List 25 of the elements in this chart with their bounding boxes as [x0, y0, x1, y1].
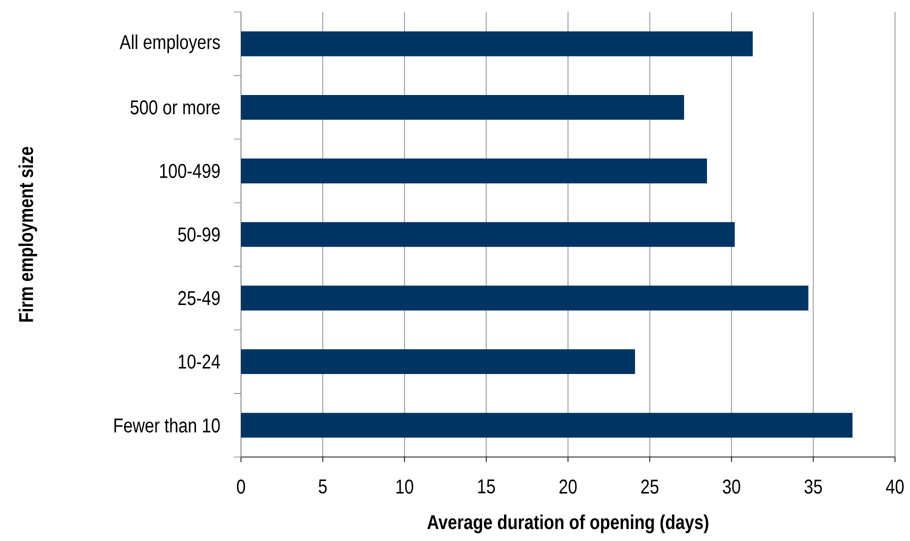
x-tick-label: 5 [318, 480, 327, 494]
y-tick-label: 500 or more [130, 100, 220, 114]
y-tick-label: 25-49 [178, 290, 220, 306]
x-tick-label: 35 [804, 480, 822, 494]
bar [241, 94, 684, 120]
bar [241, 222, 735, 247]
y-tick-label: 10-24 [178, 354, 220, 369]
x-tick-label: 0 [236, 480, 246, 494]
y-tick-label: All employers [120, 34, 220, 54]
y-axis-title: Firm employment size [18, 146, 38, 322]
bar [241, 412, 852, 438]
x-tick-label: 25 [641, 480, 658, 494]
y-tick-label: 100-499 [160, 164, 220, 178]
x-axis-title: Average duration of opening (days) [427, 514, 708, 534]
x-tick-label: 40 [886, 480, 904, 494]
bar [241, 349, 636, 374]
y-tick-label: Fewer than 10 [114, 418, 220, 433]
bar [241, 286, 808, 310]
x-tick-label: 20 [560, 480, 577, 494]
x-tick-label: 30 [722, 480, 740, 494]
x-tick-label: 15 [478, 480, 495, 494]
bar [241, 31, 753, 56]
bar [241, 158, 707, 184]
y-tick-label: 50-99 [178, 227, 220, 242]
x-tick-label: 10 [396, 480, 414, 494]
